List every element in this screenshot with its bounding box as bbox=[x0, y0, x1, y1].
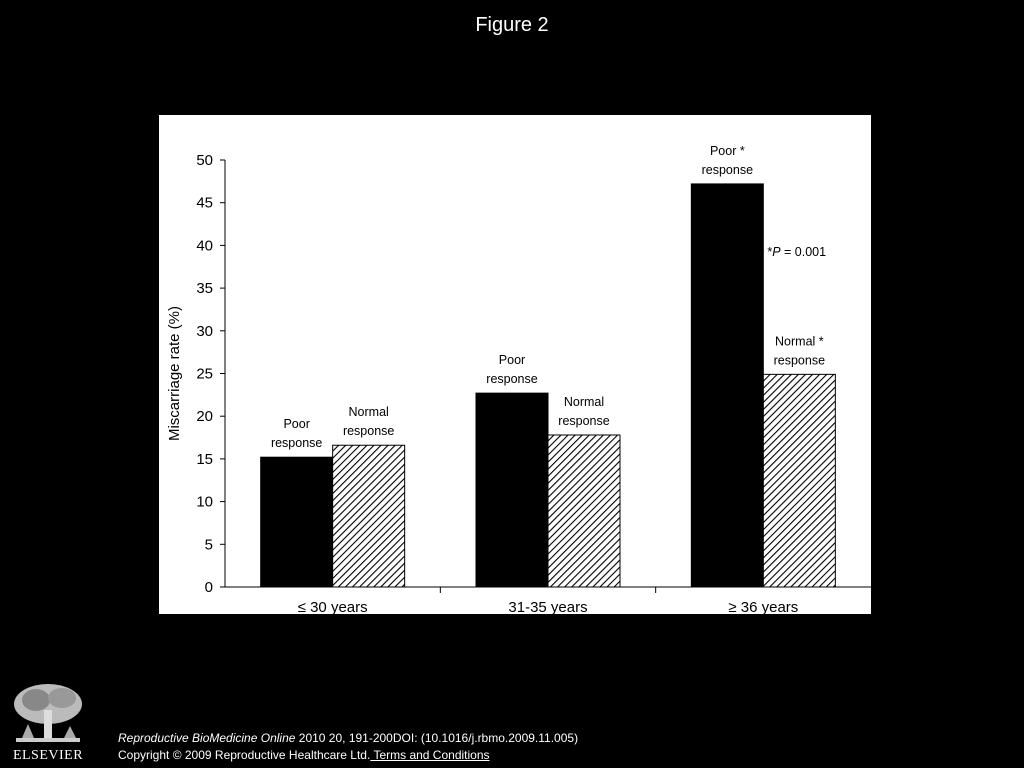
bar-data-label: response bbox=[774, 353, 825, 367]
bar-data-label: response bbox=[486, 372, 537, 386]
citation-details: 2010 20, 191-200DOI: (10.1016/j.rbmo.200… bbox=[295, 731, 579, 745]
x-tick-label: ≤ 30 years bbox=[298, 599, 368, 614]
bar-data-label: Normal bbox=[564, 395, 604, 409]
y-tick-label: 30 bbox=[196, 323, 213, 340]
y-tick-label: 45 bbox=[196, 195, 213, 212]
normal-response-bar bbox=[762, 373, 836, 588]
tree-icon bbox=[8, 680, 88, 746]
bar-data-label: response bbox=[702, 163, 753, 177]
logo-wordmark: ELSEVIER bbox=[12, 748, 84, 763]
y-axis-label: Miscarriage rate (%) bbox=[166, 306, 183, 441]
y-tick-label: 5 bbox=[205, 536, 213, 553]
bar-data-label: Poor * bbox=[710, 144, 745, 158]
y-tick-label: 0 bbox=[205, 579, 213, 596]
chart-panel: 0 5 10 15 20 25 30 35 40 45 50 Miscarriage rate (%)… bbox=[159, 115, 871, 614]
slide-title: Figure 2 bbox=[475, 14, 549, 36]
bar-data-label: response bbox=[558, 414, 609, 428]
bar-data-label: Poor bbox=[499, 353, 525, 367]
normal-response-bar bbox=[547, 434, 621, 588]
poor-response-bar bbox=[690, 183, 764, 588]
x-tick-label: 31-35 years bbox=[508, 599, 587, 614]
normal-response-bar bbox=[332, 444, 406, 588]
bar-data-label: response bbox=[343, 424, 394, 438]
elsevier-logo: ELSEVIER bbox=[8, 680, 88, 764]
poor-response-bar bbox=[475, 392, 549, 588]
copyright-text: Copyright © 2009 Reproductive Healthcare… bbox=[118, 748, 371, 762]
y-tick-label: 40 bbox=[196, 237, 213, 254]
y-tick-label: 15 bbox=[196, 451, 213, 468]
citation-line: Reproductive BioMedicine Online 2010 20,… bbox=[118, 731, 578, 745]
bar-data-label: Normal bbox=[349, 405, 389, 419]
terms-and-conditions-link[interactable]: Terms and Conditions bbox=[370, 748, 490, 762]
copyright-line: Copyright © 2009 Reproductive Healthcare… bbox=[118, 748, 490, 762]
bar-data-label: response bbox=[271, 436, 322, 450]
p-value-annotation: *P = 0.001 bbox=[767, 245, 826, 259]
x-tick-label: ≥ 36 years bbox=[728, 599, 798, 614]
poor-response-bar bbox=[260, 456, 334, 588]
bar-data-label: Poor bbox=[283, 417, 309, 431]
y-tick-label: 50 bbox=[196, 152, 213, 169]
y-tick-label: 20 bbox=[196, 408, 213, 425]
journal-name: Reproductive BioMedicine Online bbox=[118, 731, 296, 745]
bar-data-label: Normal * bbox=[775, 334, 824, 348]
bar-chart: 0 5 10 15 20 25 30 35 40 45 50 Miscarriage rate (%)… bbox=[166, 144, 871, 614]
y-tick-label: 25 bbox=[196, 366, 213, 383]
y-tick-label: 35 bbox=[196, 280, 213, 297]
y-tick-label: 10 bbox=[196, 494, 213, 511]
